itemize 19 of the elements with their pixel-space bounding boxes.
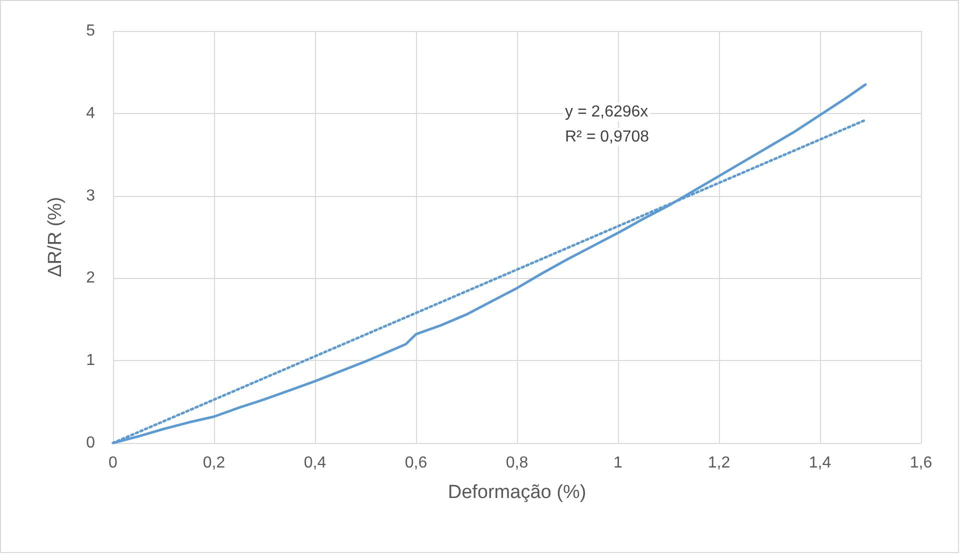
x-tick-label: 0,8 [506, 454, 528, 472]
annotation: y = 2,6296x [565, 104, 648, 120]
x-axis-title: Deformação (%) [448, 482, 586, 503]
x-tick-label: 1,2 [708, 454, 730, 472]
x-tick-label: 1,4 [808, 454, 832, 472]
y-tick-label: 4 [86, 104, 96, 122]
x-tick-label: 0,4 [304, 454, 326, 472]
x-tick-label: 0,2 [202, 454, 226, 472]
y-axis-title: ΔR/R (%) [45, 196, 66, 278]
annotation: R² = 0,9708 [565, 128, 650, 146]
y-tick-label: 3 [86, 187, 96, 204]
x-tick-label: 1,6 [910, 454, 932, 472]
y-tick-label: 5 [86, 22, 96, 40]
y-tick-label: 2 [86, 270, 96, 287]
x-tick-label: 0,6 [404, 454, 428, 472]
y-tick-label: 1 [86, 352, 96, 370]
x-tick-label: 0 [108, 454, 118, 472]
y-tick-label: 0 [86, 434, 96, 452]
x-tick-label: 1 [614, 454, 623, 472]
